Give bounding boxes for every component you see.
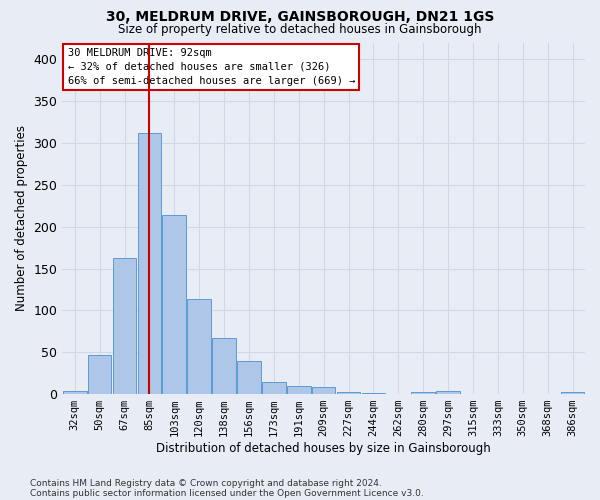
Bar xyxy=(337,392,361,394)
Bar xyxy=(163,215,186,394)
Text: 30 MELDRUM DRIVE: 92sqm
← 32% of detached houses are smaller (326)
66% of semi-d: 30 MELDRUM DRIVE: 92sqm ← 32% of detache… xyxy=(68,48,355,86)
Text: Contains public sector information licensed under the Open Government Licence v3: Contains public sector information licen… xyxy=(30,488,424,498)
Bar xyxy=(212,338,236,394)
Text: Contains HM Land Registry data © Crown copyright and database right 2024.: Contains HM Land Registry data © Crown c… xyxy=(30,478,382,488)
Bar xyxy=(362,393,385,394)
Bar xyxy=(88,354,112,394)
Text: Size of property relative to detached houses in Gainsborough: Size of property relative to detached ho… xyxy=(118,22,482,36)
Bar xyxy=(262,382,286,394)
Bar xyxy=(287,386,311,394)
Bar xyxy=(137,133,161,394)
Bar xyxy=(187,298,211,394)
Text: 30, MELDRUM DRIVE, GAINSBOROUGH, DN21 1GS: 30, MELDRUM DRIVE, GAINSBOROUGH, DN21 1G… xyxy=(106,10,494,24)
Bar xyxy=(113,258,136,394)
Bar xyxy=(436,390,460,394)
Bar xyxy=(412,392,435,394)
Bar xyxy=(312,386,335,394)
Y-axis label: Number of detached properties: Number of detached properties xyxy=(15,126,28,312)
Bar xyxy=(63,390,86,394)
Bar xyxy=(237,362,261,394)
X-axis label: Distribution of detached houses by size in Gainsborough: Distribution of detached houses by size … xyxy=(156,442,491,455)
Bar xyxy=(561,392,584,394)
